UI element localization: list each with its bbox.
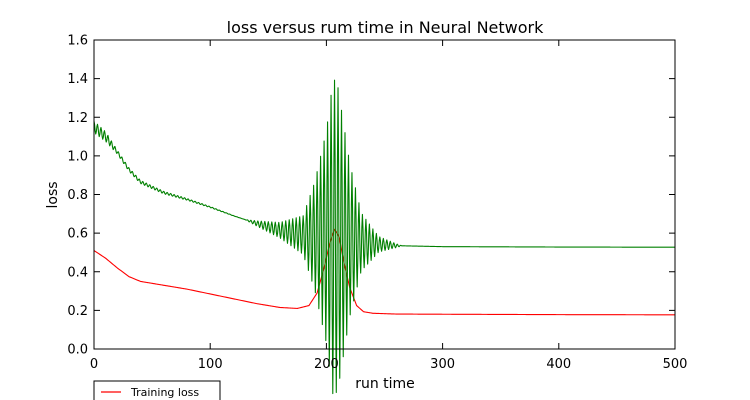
legend-box xyxy=(93,380,221,400)
x-tick-label: 400 xyxy=(546,357,571,372)
y-tick-label: 0.8 xyxy=(67,188,88,203)
x-tick-label: 0 xyxy=(90,357,98,372)
y-tick-label: 0.0 xyxy=(67,343,88,358)
y-tick-label: 0.6 xyxy=(67,227,88,242)
y-tick-label: 1.4 xyxy=(67,72,88,87)
legend: Training loss xyxy=(93,380,221,400)
plot-area-frame xyxy=(93,39,676,350)
y-axis-label: loss xyxy=(45,181,61,208)
x-tick-label: 500 xyxy=(663,357,688,372)
y-tick-label: 0.4 xyxy=(67,265,88,280)
x-tick-label: 300 xyxy=(430,357,455,372)
y-tick-label: 1.2 xyxy=(67,111,88,126)
series-layer xyxy=(93,79,676,395)
y-tick-label: 1.6 xyxy=(67,34,88,49)
x-tick-label: 100 xyxy=(198,357,223,372)
chart-title: loss versus rum time in Neural Network xyxy=(227,18,544,37)
y-tick-label: 0.2 xyxy=(67,304,88,319)
x-tick-label: 200 xyxy=(314,357,339,372)
x-axis-label: run time xyxy=(355,376,415,392)
tick-layer: 0 100 200 300 400 500 0.0 0.2 0.4 0.6 0.8 1.0 1.2 1.4… xyxy=(67,34,687,373)
legend-label-training-loss: Training loss xyxy=(130,386,199,399)
y-tick-label: 1.0 xyxy=(67,149,88,164)
series-line-2 xyxy=(93,79,675,395)
series-line-training-loss xyxy=(93,228,676,316)
